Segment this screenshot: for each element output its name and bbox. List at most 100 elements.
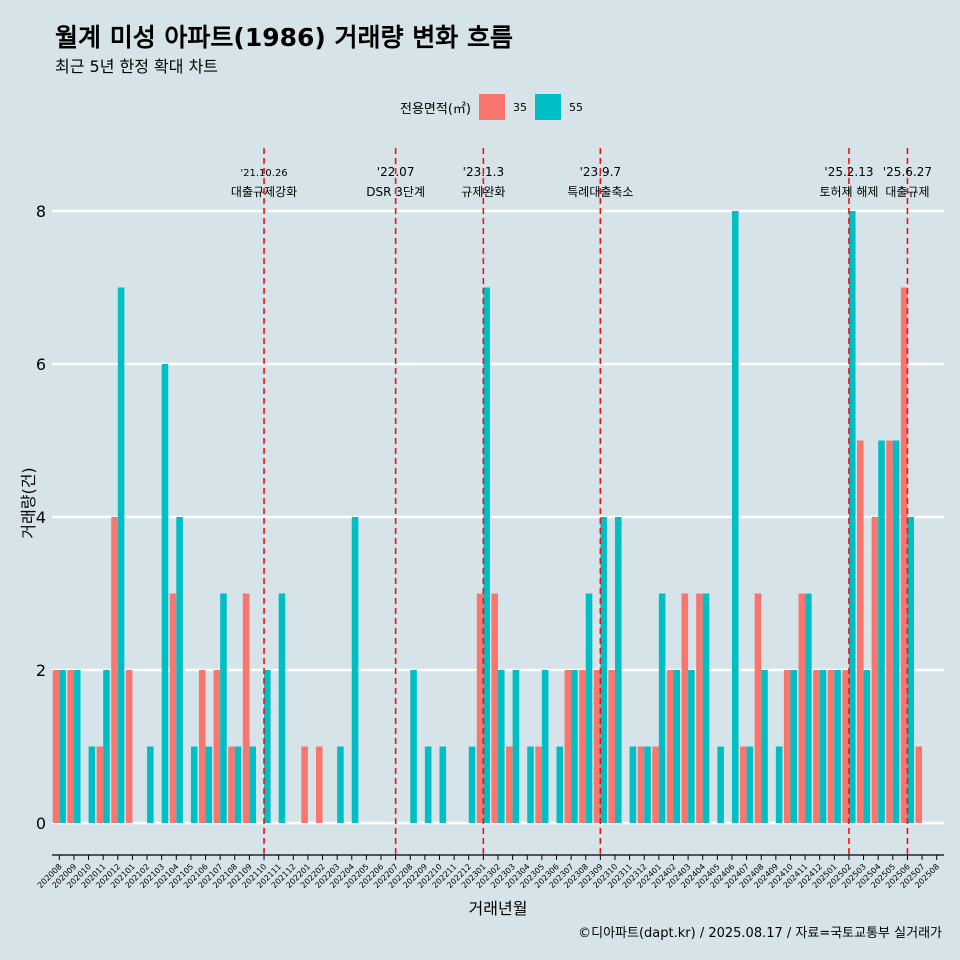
bar-35-202401 [652,746,659,823]
y-axis-title: 거래량(건) [19,467,38,538]
bar-35-202101 [125,670,133,823]
bar-35-202506 [900,287,908,823]
bar-55-202306 [556,746,564,823]
legend-swatch-35 [478,94,505,120]
bar-35-202410 [783,670,791,823]
bar-35-202012 [111,517,118,823]
bar-35-202109 [242,593,250,823]
bar-35-202309 [593,670,601,823]
bar-55-202008 [59,670,66,823]
bar-55-202407 [746,746,754,823]
bar-35-202407 [740,746,747,823]
bar-55-202309 [600,517,607,823]
bar-55-202501 [834,670,841,823]
bar-35-202108 [228,746,235,823]
event-date: '23.9.7 [580,165,621,179]
bar-35-202307 [564,670,572,823]
bar-35-202303 [506,746,513,823]
bar-55-202305 [541,670,549,823]
bar-55-202404 [702,593,710,823]
bar-55-202506 [907,517,915,823]
bar-55-202110 [264,670,271,823]
bar-35-202104 [169,593,177,823]
bar-35-202008 [52,670,60,823]
legend-label-55: 55 [568,100,583,114]
bar-55-202209 [424,746,432,823]
bar-35-202106 [198,670,206,823]
bar-55-202303 [512,670,520,823]
bar-55-202410 [790,670,798,823]
event-label: 규제완화 [461,185,505,199]
bar-35-202411 [798,593,806,823]
bar-35-202305 [535,746,542,823]
bar-55-202010 [88,746,96,823]
bar-35-202502 [842,670,849,823]
bar-55-202212 [468,746,476,823]
bar-35-202501 [827,670,835,823]
bar-35-202408 [754,593,762,823]
bar-55-202302 [498,670,505,823]
y-tick-label: 0 [36,814,46,833]
bar-55-202403 [688,670,695,823]
bar-55-202406 [731,211,739,823]
bar-35-202107 [213,670,221,823]
bar-35-202308 [579,670,586,823]
bar-55-202304 [527,746,534,823]
y-tick-label: 2 [36,661,46,680]
bar-55-202204 [351,517,359,823]
event-date: '25.2.13 [824,165,873,179]
bar-35-202201 [301,746,308,823]
legend-title: 전용면적(㎡) [400,101,471,117]
bar-55-202412 [819,670,827,823]
bar-35-202403 [681,593,689,823]
y-tick-label: 8 [36,202,46,221]
chart-caption: ©디아파트(dapt.kr) / 2025.08.17 / 자료=국토교통부 실… [578,926,942,941]
bar-55-202505 [892,440,900,823]
bar-55-202104 [176,517,183,823]
event-label: DSR 3단계 [366,185,425,199]
bar-55-202409 [775,746,783,823]
bar-55-202109 [249,746,256,823]
bar-35-202302 [491,593,498,823]
legend: 전용면적(㎡) 35 55 [400,93,591,121]
bar-55-202504 [878,440,885,823]
y-tick-label: 6 [36,355,46,374]
bar-35-202011 [96,746,104,823]
bar-35-202504 [871,517,879,823]
bar-55-202208 [410,670,417,823]
chart-title: 월계 미성 아파트(1986) 거래량 변화 흐름 [55,23,513,52]
event-label: 대출규제 [885,185,929,199]
event-label: 토허제 해제 [819,185,878,199]
bar-55-202011 [103,670,110,823]
y-tick-label: 4 [36,508,46,527]
legend-swatch-55 [534,94,561,120]
bar-55-202402 [673,670,681,823]
bar-35-202402 [666,670,674,823]
bar-35-202202 [315,746,323,823]
bar-55-202312 [644,746,651,823]
bar-55-202102 [147,746,154,823]
bar-55-202411 [805,593,812,823]
event-date: '21.10.26 [240,168,287,179]
event-date: '23.1.3 [463,165,504,179]
bar-35-202312 [637,746,645,823]
bar-55-202103 [161,364,169,823]
bar-55-202106 [205,746,213,823]
bar-55-202310 [614,517,622,823]
bar-55-202210 [439,746,447,823]
chart-subtitle: 최근 5년 한정 확대 차트 [55,57,219,76]
bar-55-202308 [585,593,593,823]
bar-55-202503 [863,670,871,823]
bar-55-202111 [278,593,286,823]
legend-label-35: 35 [512,100,527,114]
bar-35-202301 [476,593,484,823]
event-date: '25.6.27 [883,165,932,179]
bar-55-202105 [190,746,198,823]
bar-55-202108 [234,746,242,823]
event-label: 특례대출축소 [567,185,633,199]
bar-55-202203 [337,746,344,823]
bar-55-202307 [571,670,578,823]
bar-55-202012 [117,287,125,823]
